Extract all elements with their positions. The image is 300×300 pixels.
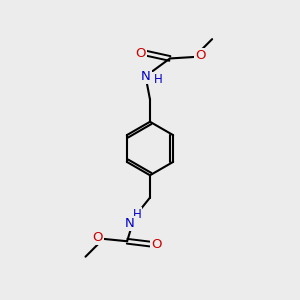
Text: O: O	[135, 46, 146, 60]
Text: O: O	[92, 231, 103, 244]
Text: N: N	[141, 70, 150, 83]
Text: O: O	[152, 238, 162, 251]
Text: H: H	[154, 74, 162, 86]
Text: H: H	[133, 208, 141, 221]
Text: N: N	[125, 217, 135, 230]
Text: O: O	[195, 49, 206, 62]
